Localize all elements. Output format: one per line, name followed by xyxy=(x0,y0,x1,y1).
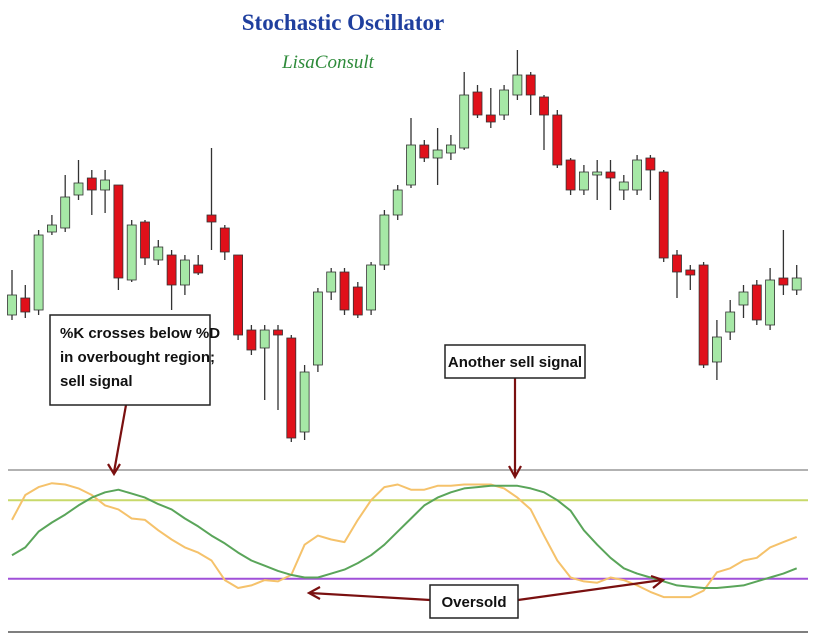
candle-body xyxy=(738,291,749,306)
candle-body xyxy=(725,311,736,333)
price-panel xyxy=(7,50,802,442)
annotation-text: Oversold xyxy=(441,594,506,611)
candle-body xyxy=(512,74,523,96)
candle-body xyxy=(179,259,190,286)
candle-body xyxy=(100,179,110,191)
annotation-text: %K crosses below %D xyxy=(60,325,220,342)
candle-body xyxy=(286,337,297,439)
candle-body xyxy=(592,171,603,176)
oscillator-line xyxy=(11,484,798,589)
candle-body xyxy=(499,89,510,116)
candle-body xyxy=(791,277,802,291)
candle-body xyxy=(765,279,775,326)
candle-body xyxy=(406,144,416,186)
candle-body xyxy=(552,114,563,166)
candle-body xyxy=(352,286,363,316)
candle-body xyxy=(525,74,536,96)
candle-body xyxy=(246,329,257,351)
candle-body xyxy=(618,181,629,191)
candle-body xyxy=(20,297,31,313)
arrow-head xyxy=(508,465,522,480)
candle-body xyxy=(33,234,44,311)
candle-body xyxy=(392,189,403,216)
candle-body xyxy=(299,371,310,433)
arrow-head xyxy=(650,574,666,589)
candle-body xyxy=(579,171,589,191)
candle-body xyxy=(539,96,549,116)
candle-body xyxy=(379,214,390,266)
annotation-text: in overbought region; xyxy=(60,349,215,366)
candle-body xyxy=(565,159,576,191)
candle-body xyxy=(140,221,150,259)
chart-title: Stochastic Oscillator xyxy=(242,10,445,35)
arrow xyxy=(309,591,431,602)
candle-body xyxy=(339,271,350,311)
candle-body xyxy=(312,291,323,366)
candle-body xyxy=(259,329,270,349)
candle-body xyxy=(778,277,789,286)
candle-body xyxy=(86,177,97,191)
candle-body xyxy=(698,264,709,366)
candle-body xyxy=(47,224,57,233)
candle-body xyxy=(113,184,124,279)
candle-body xyxy=(7,294,17,316)
arrow xyxy=(517,578,663,602)
candle-body xyxy=(233,254,244,336)
candle-body xyxy=(432,149,443,159)
candle-body xyxy=(605,171,616,179)
candle-body xyxy=(419,144,430,159)
arrow-head xyxy=(306,586,321,600)
candle-body xyxy=(472,91,483,116)
annotation-text: Another sell signal xyxy=(448,354,582,371)
candle-body xyxy=(685,269,696,276)
oscillator-line xyxy=(11,482,798,599)
candle-body xyxy=(658,171,669,259)
candle-body xyxy=(193,264,204,274)
candle-body xyxy=(672,254,682,273)
chart-subtitle: LisaConsult xyxy=(281,52,375,73)
candle-body xyxy=(153,246,164,261)
arrow xyxy=(112,404,128,473)
annotation-text: sell signal xyxy=(60,373,133,390)
candle-body xyxy=(166,254,177,286)
candle-body xyxy=(645,157,656,171)
candle-body xyxy=(219,227,230,253)
candle-body xyxy=(459,94,470,149)
candle-body xyxy=(366,264,377,311)
candle-body xyxy=(126,224,137,281)
arrow-head xyxy=(107,463,121,477)
oscillator-panel xyxy=(8,482,808,599)
candle-body xyxy=(751,284,762,321)
candle-body xyxy=(445,144,456,154)
candle-body xyxy=(273,329,283,336)
candle-body xyxy=(485,114,496,123)
candle-body xyxy=(60,196,71,229)
candle-body xyxy=(206,214,217,223)
annotation-box xyxy=(49,314,211,406)
candle-body xyxy=(73,182,84,196)
annotation-box xyxy=(444,344,586,379)
annotation-box xyxy=(429,584,519,619)
candle-body xyxy=(712,336,722,363)
candle-body xyxy=(326,271,337,293)
candle-body xyxy=(632,159,642,191)
